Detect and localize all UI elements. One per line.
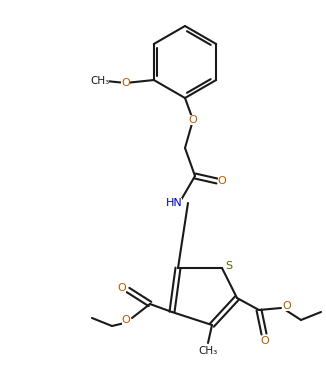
Text: O: O	[122, 315, 130, 325]
Text: O: O	[283, 301, 291, 311]
Text: O: O	[260, 336, 269, 346]
Text: O: O	[122, 78, 130, 88]
Text: O: O	[118, 283, 126, 293]
Text: HN: HN	[166, 198, 182, 208]
Text: CH₃: CH₃	[199, 346, 218, 356]
Text: S: S	[226, 261, 232, 271]
Text: O: O	[218, 176, 226, 186]
Text: CH₃: CH₃	[90, 76, 110, 86]
Text: O: O	[189, 115, 197, 125]
